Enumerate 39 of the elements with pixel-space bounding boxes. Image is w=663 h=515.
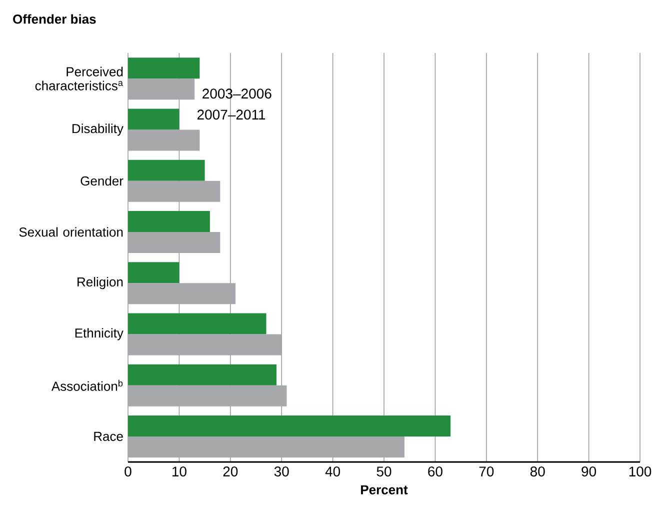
x-tick-label: 60	[428, 466, 442, 476]
bar	[128, 436, 404, 458]
x-tick-label: 40	[325, 466, 340, 476]
bar	[128, 364, 276, 386]
bar	[128, 262, 180, 284]
bar	[128, 385, 287, 406]
bar	[128, 160, 205, 181]
x-tick-label: 80	[530, 466, 545, 476]
series-label: 2003–2006	[202, 88, 272, 99]
series-label: 2007–2011	[197, 110, 266, 120]
y-tick-label: Disability	[72, 124, 124, 136]
bar	[128, 232, 220, 253]
y-tick-label: Sexual orientation	[19, 227, 123, 237]
x-tick-label: 100	[629, 466, 652, 476]
y-tick-label: Association$^{b}$	[51, 380, 123, 391]
bar	[128, 78, 195, 100]
x-axis-title: Percent	[361, 485, 408, 494]
chart-title: Offender bias	[13, 14, 96, 24]
bar	[128, 58, 200, 79]
y-tick-label: Perceived characteristics$^{a}$	[35, 66, 123, 90]
x-tick-label: 30	[274, 466, 289, 476]
x-tick-label: 50	[376, 466, 392, 476]
bar	[128, 130, 200, 151]
bar	[128, 334, 282, 356]
y-tick-label: Religion	[78, 277, 123, 290]
x-tick-label: 70	[479, 466, 494, 476]
bar	[128, 415, 451, 436]
y-tick-label: Race	[94, 432, 123, 441]
bar	[128, 180, 220, 202]
bar	[128, 210, 210, 232]
x-tick-label: 0	[124, 466, 132, 476]
x-tick-label: 10	[172, 466, 186, 476]
y-tick-label: Ethnicity	[75, 328, 124, 340]
x-tick-label: 20	[223, 466, 238, 476]
bar	[128, 313, 266, 334]
bar	[128, 108, 180, 130]
x-tick-label: 90	[582, 466, 596, 476]
bar	[128, 283, 236, 304]
y-tick-label: Gender	[80, 176, 124, 186]
